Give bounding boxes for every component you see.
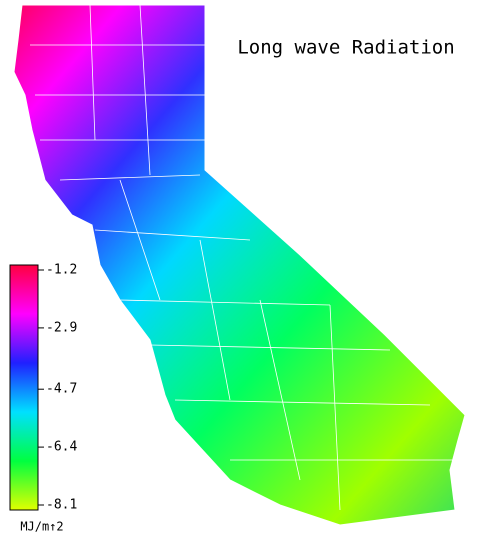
colorbar-tick-label: -4.7 <box>46 382 77 397</box>
colorbar-ticks: -1.2 -2.9 -4.7 -6.4 -8.1 <box>38 263 77 513</box>
colorbar-tick-label: -1.2 <box>46 263 77 278</box>
colorbar-tick-label: -2.9 <box>46 320 77 335</box>
colorbar <box>9 264 39 511</box>
map-title: Long wave Radiation <box>237 37 454 59</box>
california-map <box>13 4 466 526</box>
colorbar-tick-label: -8.1 <box>46 498 77 513</box>
colorbar-tick-label: -6.4 <box>46 440 77 455</box>
colorbar-unit: MJ/m↑2 <box>20 520 63 534</box>
county-lines <box>30 4 455 511</box>
